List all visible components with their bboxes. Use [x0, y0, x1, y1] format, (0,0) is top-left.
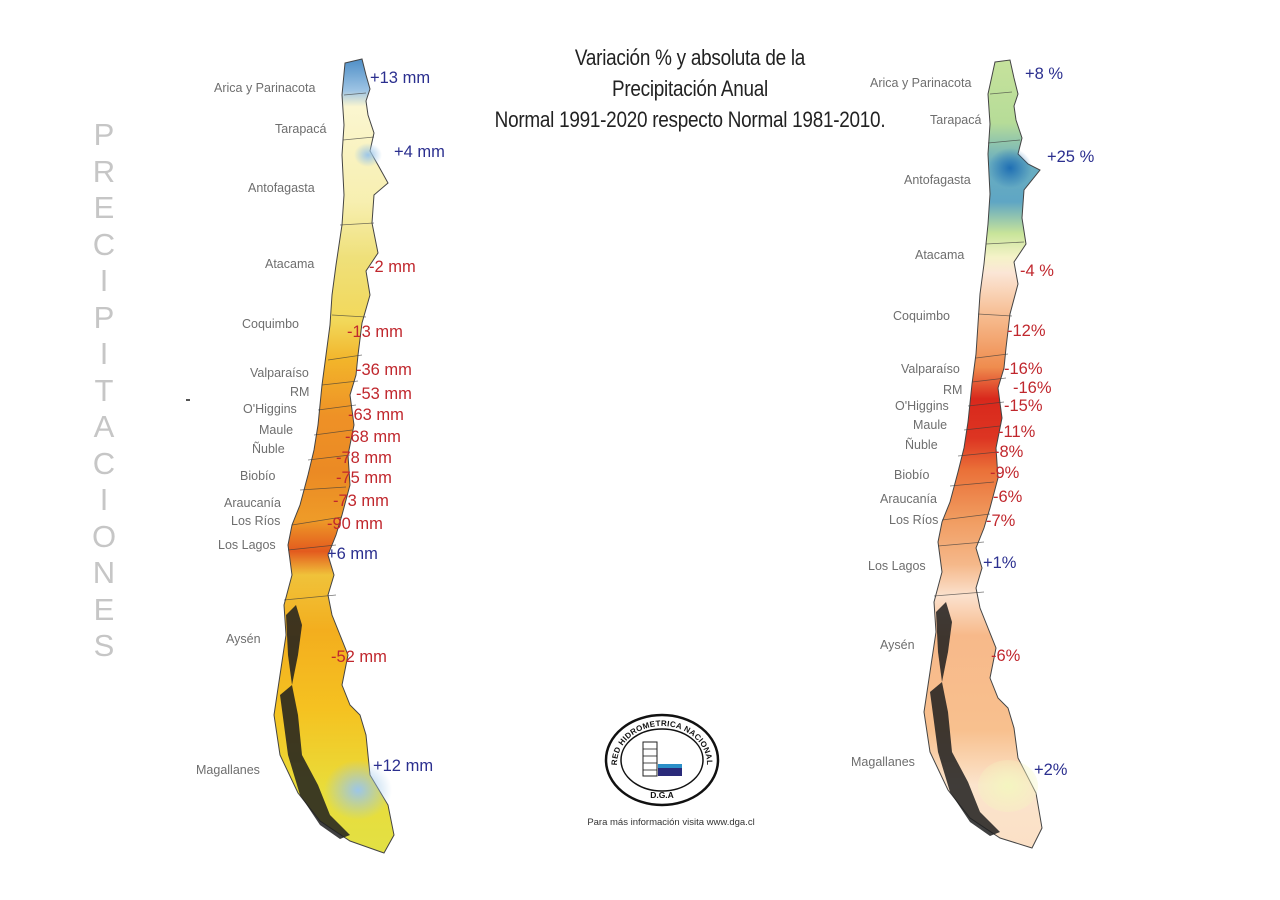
region-label: Aysén: [880, 638, 915, 652]
region-label: Araucanía: [224, 496, 281, 510]
region-value: -68 mm: [345, 428, 401, 446]
region-value: -8%: [994, 443, 1024, 461]
region-label: Biobío: [894, 468, 930, 482]
region-label: Los Lagos: [868, 559, 926, 573]
region-value: -63 mm: [348, 406, 404, 424]
region-label: Los Ríos: [889, 513, 939, 527]
title-line-3: Normal 1991-2020 respecto Normal 1981-20…: [494, 107, 886, 132]
region-label: O'Higgins: [243, 402, 297, 416]
right-map-chile-percent: [923, 59, 1043, 849]
region-value: +2%: [1034, 761, 1068, 779]
side-letter: O: [91, 518, 117, 554]
region-label: Antofagasta: [248, 181, 315, 195]
region-label: Coquimbo: [242, 317, 299, 331]
region-value: -53 mm: [356, 385, 412, 403]
region-label: RM: [290, 385, 310, 399]
side-letter: I: [99, 263, 109, 298]
region-value: +1%: [983, 554, 1017, 572]
region-label: Biobío: [240, 469, 276, 483]
region-label: Tarapacá: [930, 113, 982, 127]
region-value: -90 mm: [327, 515, 383, 533]
region-value: -15%: [1004, 397, 1043, 415]
region-label: Antofagasta: [904, 173, 971, 187]
region-label: Atacama: [915, 248, 965, 262]
region-label: Ñuble: [252, 442, 285, 456]
gauge-icon: [642, 741, 682, 777]
region-value: -6%: [991, 647, 1021, 665]
region-value: +13 mm: [370, 69, 431, 87]
region-value: -11%: [998, 423, 1036, 441]
logo-dga-text: D.G.A: [650, 790, 674, 800]
footer-info: Para más información visita www.dga.cl: [587, 817, 755, 828]
region-label: Coquimbo: [893, 309, 950, 323]
side-letter: I: [99, 482, 109, 517]
region-label: RM: [943, 383, 963, 397]
side-letter: I: [99, 336, 109, 371]
region-value: +12 mm: [373, 757, 434, 775]
side-letter: A: [93, 409, 115, 444]
region-label: Ñuble: [905, 438, 938, 452]
page-title: Variación % y absoluta de la Precipitaci…: [440, 42, 940, 135]
region-value: -52 mm: [331, 648, 387, 666]
left-map-chile-mm: [273, 58, 395, 854]
title-line-1: Variación % y absoluta de la: [574, 45, 806, 70]
region-value: -2 mm: [369, 258, 416, 276]
side-letter: C: [92, 226, 116, 262]
region-value: -16%: [1013, 379, 1052, 397]
side-letter: P: [93, 299, 115, 335]
region-value: -75 mm: [336, 469, 392, 487]
region-value: +25 %: [1047, 148, 1095, 166]
region-label: Arica y Parinacota: [214, 81, 316, 95]
region-label: Arica y Parinacota: [870, 76, 972, 90]
region-value: -7%: [986, 512, 1016, 530]
region-label: Valparaíso: [901, 362, 960, 376]
region-value: -9%: [990, 464, 1020, 482]
region-label: Atacama: [265, 257, 315, 271]
region-label: Maule: [913, 418, 948, 432]
region-value: +6 mm: [327, 545, 378, 563]
region-label: Aysén: [226, 632, 261, 646]
region-label: O'Higgins: [895, 399, 949, 413]
region-value: -6%: [993, 488, 1023, 506]
region-label: Maule: [259, 423, 294, 437]
side-letter: E: [93, 591, 115, 627]
dga-logo: RED HIDROMETRICA NACIONAL D.G.A: [604, 713, 720, 807]
region-label: Tarapacá: [275, 122, 327, 136]
stray-tick-mark: [186, 399, 190, 401]
side-letter: P: [93, 117, 115, 152]
region-value: +4 mm: [394, 143, 445, 161]
region-label: Los Lagos: [218, 538, 276, 552]
region-label: Magallanes: [196, 763, 260, 777]
side-letter: C: [92, 445, 116, 481]
region-label: Araucanía: [880, 492, 937, 506]
region-label: Valparaíso: [250, 366, 309, 380]
region-value: -13 mm: [347, 323, 403, 341]
side-letter: N: [92, 555, 116, 590]
title-line-2: Precipitación Anual: [611, 76, 769, 101]
region-label: Magallanes: [851, 755, 915, 769]
region-value: -4 %: [1020, 262, 1054, 280]
region-value: -73 mm: [333, 492, 389, 510]
region-label: Los Ríos: [231, 514, 281, 528]
side-letter: S: [93, 628, 115, 663]
region-value: -78 mm: [336, 449, 392, 467]
region-value: -36 mm: [356, 361, 412, 379]
region-value: -12%: [1007, 322, 1046, 340]
side-letter: R: [92, 153, 116, 189]
side-label-precipitaciones: P R E C I P I T A C I O N E S: [84, 117, 124, 664]
region-value: -16%: [1004, 360, 1043, 378]
side-letter: E: [93, 190, 115, 225]
side-letter: T: [94, 372, 114, 408]
region-value: +8 %: [1025, 65, 1064, 83]
